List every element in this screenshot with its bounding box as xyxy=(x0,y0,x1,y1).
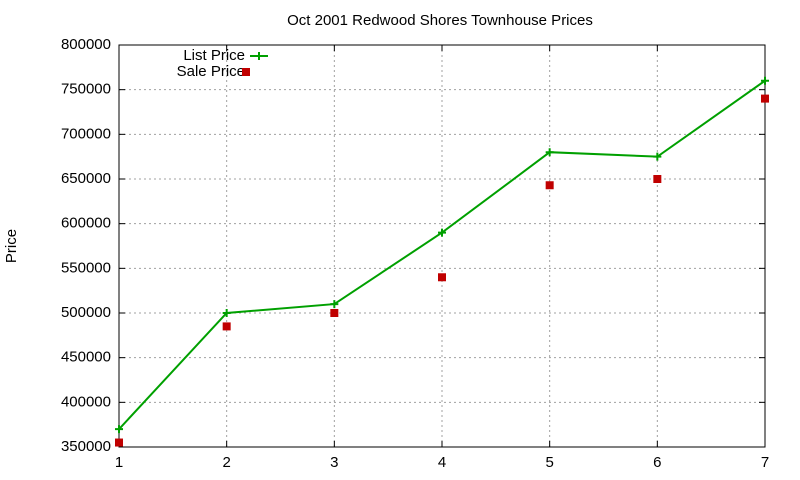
y-tick-label: 600000 xyxy=(61,215,111,232)
marker xyxy=(222,309,231,317)
y-tick-label: 750000 xyxy=(61,81,111,98)
legend-label: Sale Price xyxy=(177,63,245,80)
marker xyxy=(115,425,123,434)
marker xyxy=(330,300,339,309)
x-tick-label: 2 xyxy=(222,454,230,471)
x-tick-label: 4 xyxy=(438,454,446,471)
marker xyxy=(222,322,231,331)
y-tick-label: 450000 xyxy=(61,349,111,366)
y-tick-label: 350000 xyxy=(61,438,111,455)
legend-marker xyxy=(242,68,250,76)
marker xyxy=(545,181,554,190)
marker xyxy=(330,309,339,317)
marker xyxy=(545,148,554,157)
legend-label: List Price xyxy=(183,47,245,64)
marker xyxy=(761,76,769,85)
y-tick-label: 650000 xyxy=(61,170,111,187)
marker xyxy=(653,152,662,161)
y-tick-label: 700000 xyxy=(61,125,111,142)
x-tick-label: 1 xyxy=(115,454,123,471)
marker xyxy=(761,94,769,103)
chart-title: Oct 2001 Redwood Shores Townhouse Prices xyxy=(287,12,593,29)
x-tick-label: 7 xyxy=(761,454,769,471)
y-axis-label: Price xyxy=(3,229,20,263)
x-tick-label: 6 xyxy=(653,454,661,471)
x-tick-label: 5 xyxy=(545,454,553,471)
marker xyxy=(653,175,662,183)
marker xyxy=(438,273,446,282)
y-tick-label: 400000 xyxy=(61,393,111,410)
y-tick-label: 500000 xyxy=(61,304,111,321)
x-tick-label: 3 xyxy=(330,454,338,471)
legend-marker xyxy=(255,52,263,60)
marker xyxy=(115,438,123,447)
marker xyxy=(438,228,446,237)
plot-frame xyxy=(118,44,766,448)
y-tick-label: 800000 xyxy=(61,36,111,53)
y-tick-label: 550000 xyxy=(61,259,111,276)
